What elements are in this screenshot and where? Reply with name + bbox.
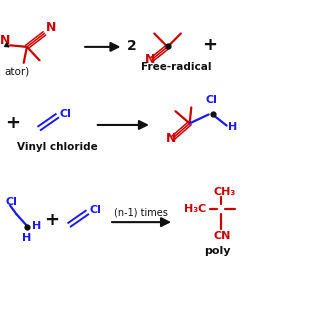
Text: Cl: Cl (59, 109, 71, 119)
Text: Free-radical: Free-radical (141, 62, 211, 72)
Text: +: + (44, 211, 59, 229)
Text: N: N (166, 132, 176, 145)
Text: Cl: Cl (6, 196, 18, 207)
Text: +: + (202, 36, 217, 54)
Text: H: H (228, 122, 237, 132)
Text: 2: 2 (127, 39, 137, 53)
Text: Vinyl chloride: Vinyl chloride (17, 142, 98, 152)
Text: CH₃: CH₃ (213, 187, 236, 197)
Text: H₃C: H₃C (184, 204, 206, 214)
Text: Cl: Cl (89, 205, 101, 215)
Text: N: N (46, 21, 56, 34)
Text: Cl: Cl (205, 95, 217, 105)
Text: CN: CN (213, 231, 231, 241)
Text: N: N (145, 53, 155, 66)
Text: ator): ator) (5, 67, 30, 77)
Text: H: H (32, 221, 41, 231)
Text: N: N (0, 34, 10, 47)
Text: (n-1) times: (n-1) times (114, 207, 168, 217)
Text: H: H (21, 233, 31, 243)
Text: +: + (5, 114, 20, 132)
Text: poly: poly (204, 246, 230, 256)
